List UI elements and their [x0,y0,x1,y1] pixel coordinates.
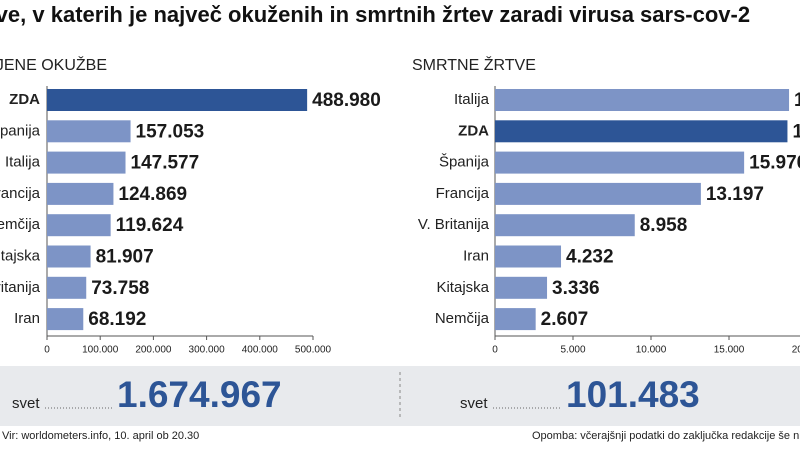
value-label: 18.849 [794,90,800,111]
x-tick-label: 200.000 [135,345,172,356]
value-label: 2.607 [541,309,589,330]
bar [495,276,548,299]
bar [47,151,126,174]
panel-title: SMRTNE ŽRTVE [412,55,536,74]
bar [47,276,87,299]
category-label: V. Britanija [418,216,490,233]
bar [47,120,131,143]
category-label: Iran [463,247,489,264]
bar [495,214,635,237]
bar [495,245,562,268]
total-value: 1.674.967 [117,374,282,415]
bar [495,151,745,174]
category-label: Nemčija [0,216,41,233]
value-label: 124.869 [118,184,187,205]
value-label: 18.747 [792,121,800,142]
value-label: 147.577 [131,153,200,174]
x-tick-label: 0 [492,345,498,356]
category-label: Nemčija [435,310,490,327]
note: Opomba: včerajšnji podatki do zaključka … [532,430,800,442]
bar [47,308,84,331]
x-tick-label: 20.000 [792,345,800,356]
category-label: Francija [0,185,41,202]
category-label: V. Britanija [0,279,41,296]
value-label: 81.907 [96,247,154,268]
x-tick-label: 100.000 [82,345,119,356]
bar [495,89,790,111]
category-label: Španija [0,122,41,139]
value-label: 73.758 [91,278,149,299]
category-label: ZDA [458,122,489,139]
value-label: 3.336 [552,278,600,299]
bar [47,89,308,111]
bar [495,182,701,205]
x-tick-label: 0 [44,345,50,356]
category-label: Španija [439,154,490,171]
x-tick-label: 5.000 [560,345,585,356]
x-tick-label: 500.000 [295,345,332,356]
category-label: Kitajska [0,247,41,264]
total-name: svet [460,395,488,412]
bar [495,308,536,331]
bar [47,245,91,268]
category-label: ZDA [9,91,40,108]
value-label: 4.232 [566,247,614,268]
page-title: Države, v katerih je največ okuženih in … [0,2,750,27]
panel-title: POTRJENE OKUŽBE [0,55,107,74]
value-label: 157.053 [136,121,205,142]
bar [47,182,114,205]
source: Vir: worldometers.info, 10. april ob 20.… [2,430,199,442]
x-tick-label: 15.000 [714,345,745,356]
x-tick-label: 400.000 [242,345,279,356]
value-label: 488.980 [312,90,381,111]
value-label: 15.970 [749,153,800,174]
bar [495,120,788,143]
category-label: Italija [5,154,41,171]
bar [47,214,111,237]
category-label: Italija [454,91,490,108]
total-value: 101.483 [566,374,700,415]
value-label: 13.197 [706,184,764,205]
value-label: 68.192 [88,309,146,330]
value-label: 8.958 [640,215,688,236]
category-label: Kitajska [436,279,489,296]
value-label: 119.624 [116,215,184,236]
total-name: svet [12,395,40,412]
category-label: Iran [14,310,40,327]
category-label: Francija [436,185,490,202]
x-tick-label: 10.000 [636,345,667,356]
x-tick-label: 300.000 [189,345,226,356]
